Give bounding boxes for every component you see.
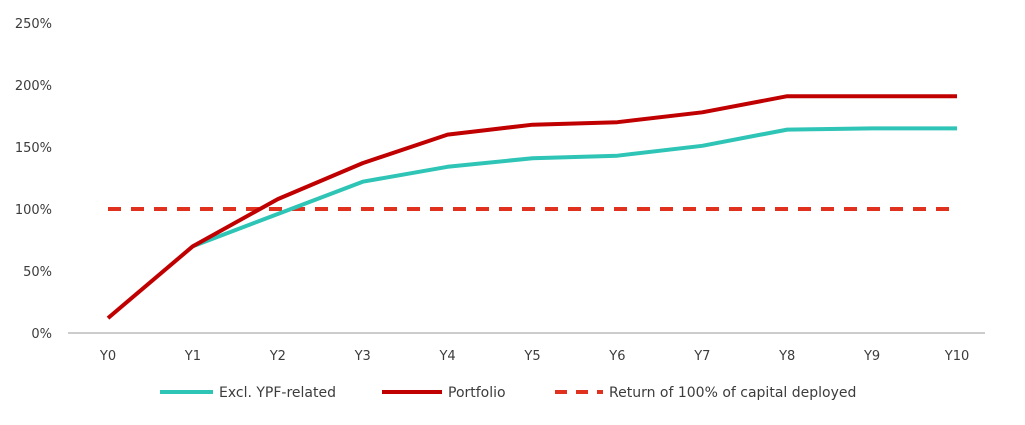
legend: Excl. YPF-related Portfolio Return of 100%… [160,385,856,401]
x-tick-label: Y9 [863,349,880,364]
legend-label: Excl. YPF-related [219,385,336,401]
y-axis-ticks: 0% 50% 100% 150% 200% 250% [15,17,52,342]
legend-label: Return of 100% of capital deployed [609,385,856,401]
series-layer [106,94,957,320]
x-tick-label: Y5 [523,349,540,364]
y-tick-label: 100% [15,203,52,218]
x-tick-label: Y4 [438,349,455,364]
x-tick-label: Y1 [184,349,201,364]
x-tick-label: Y10 [944,349,969,364]
x-tick-label: Y6 [608,349,625,364]
x-tick-label: Y2 [269,349,286,364]
x-tick-label: Y7 [693,349,710,364]
y-tick-label: 50% [23,265,52,280]
y-tick-label: 0% [31,327,52,342]
series-line-excl-ypf-related [192,126,957,249]
series-line-portfolio [106,94,957,320]
y-tick-label: 150% [15,141,52,156]
x-axis-ticks: Y0 Y1 Y2 Y3 Y4 Y5 Y6 Y7 Y8 Y9 Y10 [99,349,969,364]
legend-label: Portfolio [448,385,506,401]
y-tick-label: 250% [15,17,52,32]
x-tick-label: Y0 [99,349,116,364]
x-tick-label: Y8 [778,349,795,364]
x-tick-label: Y3 [354,349,371,364]
y-tick-label: 200% [15,79,52,94]
